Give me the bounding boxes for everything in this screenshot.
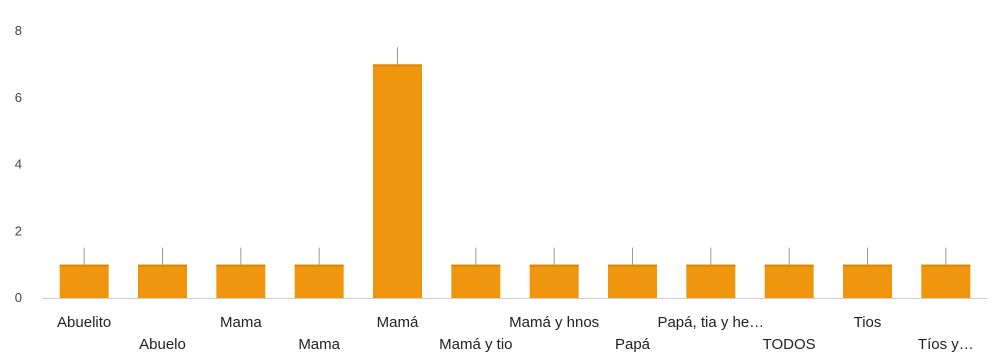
bar[interactable] (764, 264, 814, 298)
x-tick-label: Mama (298, 336, 340, 353)
bar-top-edge (686, 264, 736, 267)
x-tick-label: TODOS (763, 336, 816, 353)
x-tick-label: Mama (220, 314, 262, 331)
bars (59, 64, 971, 298)
bar[interactable] (373, 64, 422, 298)
y-tick-label: 4 (15, 157, 22, 172)
y-tick-label: 6 (15, 90, 22, 105)
y-tick-label: 0 (15, 290, 22, 305)
bar[interactable] (451, 264, 501, 298)
bar[interactable] (59, 264, 109, 298)
x-tick-label: Mamá (377, 314, 419, 331)
bar[interactable] (686, 264, 736, 298)
x-tick-label: Mamá y hnos (509, 314, 599, 331)
x-tick-label: Abuelo (139, 336, 186, 353)
bar[interactable] (138, 264, 187, 298)
bar-top-edge (921, 264, 971, 267)
bar-top-edge (608, 264, 657, 267)
bar[interactable] (921, 264, 971, 298)
x-tick-label: Mamá y tio (439, 336, 512, 353)
bar[interactable] (843, 264, 892, 298)
bar-top-edge (59, 264, 109, 267)
bar-top-edge (843, 264, 892, 267)
bar-top-edge (373, 64, 422, 67)
y-tick-label: 8 (15, 23, 22, 38)
bar[interactable] (608, 264, 657, 298)
x-tick-label: Tios (854, 314, 882, 331)
x-tick-label: Papá, tia y he… (657, 314, 764, 331)
bar-top-edge (216, 264, 266, 267)
bar[interactable] (294, 264, 344, 298)
y-axis-ticks: 0 2 4 6 8 (15, 23, 22, 305)
bar-top-edge (764, 264, 814, 267)
x-axis-ticks: Abuelito Abuelo Mama Mama Mamá Mamá y tio Mamá… (57, 314, 974, 353)
y-tick-label: 2 (15, 223, 22, 238)
bar-whiskers (83, 47, 947, 265)
bar-top-edge (294, 264, 344, 267)
bar[interactable] (216, 264, 266, 298)
x-tick-label: Abuelito (57, 314, 111, 331)
x-tick-label: Papá (615, 336, 651, 353)
bar[interactable] (529, 264, 579, 298)
bar-top-edge (138, 264, 187, 267)
bar-top-edge (451, 264, 501, 267)
bar-top-edge (529, 264, 579, 267)
x-tick-label: Tíos y… (918, 336, 974, 353)
